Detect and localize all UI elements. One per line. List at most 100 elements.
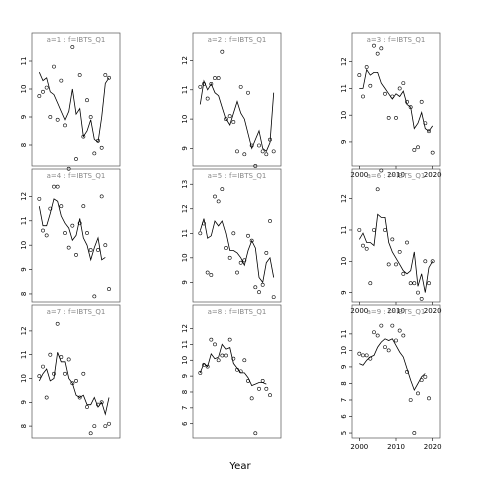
fit-line — [199, 343, 267, 387]
panel-frame — [351, 304, 441, 439]
data-point — [401, 271, 406, 276]
data-point — [412, 148, 417, 152]
data-point — [386, 115, 391, 120]
y-tick-label: 9 — [340, 290, 348, 294]
data-point — [375, 51, 380, 56]
x-tick-label: 2020 — [424, 171, 442, 179]
y-tick-label: 10 — [20, 241, 28, 250]
data-point — [85, 98, 89, 103]
data-point — [379, 46, 384, 51]
data-point — [419, 99, 424, 104]
y-tick-label: 12 — [181, 56, 189, 65]
data-point — [372, 43, 376, 48]
data-point — [41, 228, 45, 233]
data-point — [242, 152, 247, 157]
data-point — [198, 231, 203, 236]
data-point — [257, 386, 261, 391]
data-point — [209, 82, 214, 86]
data-point — [77, 73, 82, 77]
data-point — [253, 164, 258, 168]
data-point — [85, 405, 89, 409]
y-tick-label: 9 — [181, 374, 189, 378]
data-point — [224, 117, 228, 122]
panel-title: a=4 : f=IBTS_Q1 — [47, 172, 106, 180]
y-tick-label: 10 — [340, 257, 348, 266]
y-tick-label: 9 — [20, 115, 28, 119]
data-point — [423, 374, 428, 379]
panel-title: a=2 : f=IBTS_Q1 — [208, 36, 267, 44]
data-point — [412, 431, 417, 435]
data-point — [59, 204, 64, 209]
data-point — [231, 120, 236, 124]
fit-line — [359, 68, 434, 132]
data-point — [405, 369, 409, 374]
data-point — [427, 281, 431, 286]
data-point — [63, 231, 67, 235]
x-tick-label: 2020 — [424, 443, 442, 451]
y-tick-label: 11 — [340, 226, 348, 235]
data-point — [397, 86, 402, 91]
data-point — [99, 194, 104, 199]
data-point — [383, 345, 387, 349]
data-point — [238, 260, 243, 265]
data-point — [55, 184, 60, 189]
data-point — [390, 237, 395, 242]
y-tick-label: 11 — [181, 229, 189, 238]
x-tick-label: 2000 — [350, 443, 368, 451]
data-point — [227, 255, 232, 260]
panel-frame — [31, 304, 121, 439]
data-point — [77, 395, 82, 400]
y-tick-label: 10 — [20, 85, 28, 94]
data-point — [361, 94, 365, 99]
y-tick-label: 8 — [340, 381, 348, 385]
data-point — [386, 348, 391, 353]
data-point — [81, 371, 86, 376]
data-point — [55, 321, 60, 326]
data-point — [85, 231, 89, 235]
data-point — [74, 157, 78, 161]
data-point — [379, 323, 384, 328]
data-point — [216, 358, 221, 363]
data-point — [368, 281, 373, 286]
y-tick-label: 10 — [340, 111, 348, 120]
data-point — [55, 117, 60, 122]
panel-frame — [31, 32, 121, 167]
data-point — [368, 83, 373, 88]
data-point — [364, 246, 369, 251]
data-point — [372, 330, 376, 335]
data-point — [249, 396, 254, 401]
y-tick-label: 10 — [181, 115, 189, 124]
y-tick-label: 6 — [181, 421, 189, 426]
data-point — [361, 353, 365, 358]
data-point — [242, 358, 247, 363]
data-point — [63, 123, 67, 128]
data-point — [70, 45, 75, 49]
data-point — [231, 356, 236, 361]
data-point — [213, 342, 217, 347]
data-point — [44, 395, 49, 400]
data-point — [405, 240, 409, 245]
data-point — [246, 90, 250, 95]
data-point — [264, 386, 269, 391]
data-point — [224, 246, 228, 250]
y-tick-label: 6 — [340, 414, 348, 419]
y-tick-label: 11 — [20, 57, 28, 66]
data-point — [408, 281, 413, 286]
data-point — [427, 396, 431, 401]
data-point — [66, 357, 71, 362]
data-point — [52, 64, 56, 69]
data-point — [213, 76, 217, 80]
y-tick-label: 9 — [181, 280, 189, 284]
data-point — [77, 221, 82, 226]
data-point — [416, 290, 420, 295]
data-point — [52, 184, 56, 189]
data-point — [216, 76, 221, 80]
data-point — [99, 145, 104, 150]
data-point — [246, 233, 250, 238]
x-axis-label: Year — [228, 461, 251, 472]
data-point — [37, 94, 42, 98]
data-point — [401, 333, 406, 338]
y-tick-label: 11 — [181, 85, 189, 94]
y-tick-label: 12 — [181, 204, 189, 213]
data-point — [416, 145, 420, 150]
